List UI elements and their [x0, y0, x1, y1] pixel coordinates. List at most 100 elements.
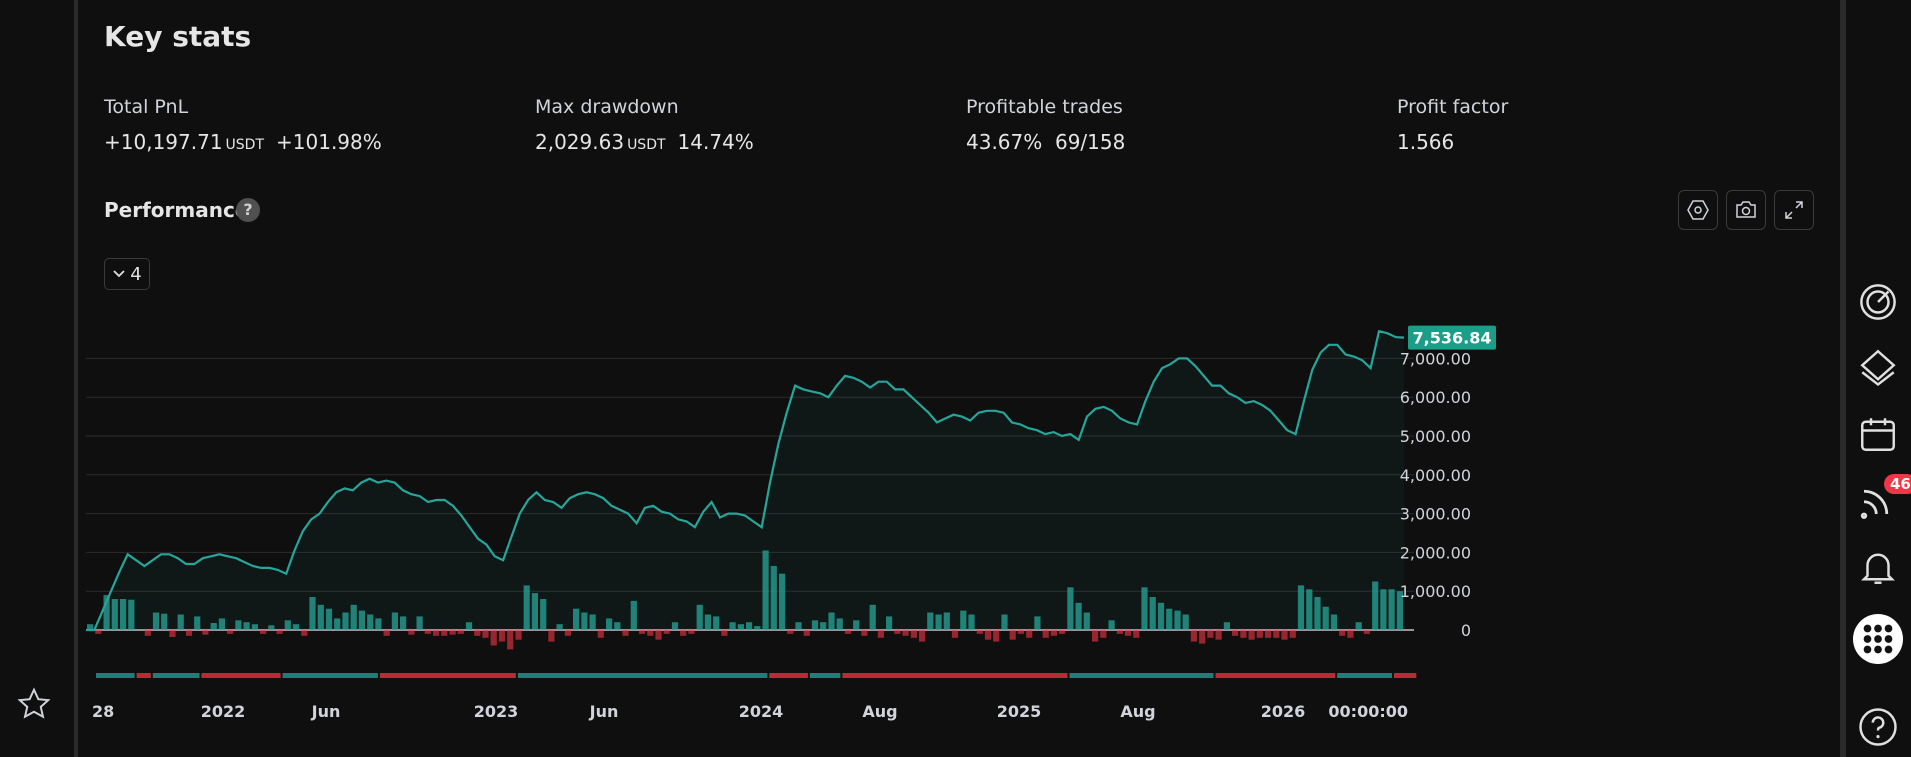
trade-bar [951, 630, 959, 638]
trade-bar [449, 630, 456, 635]
performance-chart[interactable]: 0 1,000.00 2,000.00 3,000.00 4,000.00 5,000.0… [78, 250, 1840, 730]
trade-bar [976, 630, 983, 634]
trade-bar [358, 610, 365, 630]
trade-bar [1092, 630, 1099, 642]
trade-bar [1380, 589, 1387, 630]
trade-bar [1182, 614, 1189, 630]
y-tick-label: 4,000.00 [1400, 466, 1471, 485]
trade-bar [383, 630, 390, 636]
chevron-down-icon [113, 270, 125, 278]
trade-bar [1075, 602, 1082, 630]
x-tick-label: 2024 [739, 702, 784, 721]
trade-bar [836, 618, 843, 630]
trade-bar [1248, 630, 1255, 640]
period-segment [201, 673, 281, 678]
trade-bar [251, 624, 258, 630]
trade-bar [721, 630, 728, 636]
trade-bar [350, 604, 357, 630]
trade-bar [474, 630, 481, 636]
trade-bar [886, 616, 893, 630]
trade-bar [301, 630, 308, 636]
y-tick-label: 7,000.00 [1400, 349, 1471, 368]
trade-bar [268, 625, 275, 630]
bell-icon[interactable] [1856, 545, 1900, 589]
trade-bar [589, 614, 596, 630]
chart-settings-button[interactable] [1678, 190, 1718, 230]
stat-total-pnl: Total PnL +10,197.71 USDT +101.98% [104, 96, 382, 154]
trade-bar [910, 630, 917, 638]
trade-bar [655, 630, 662, 640]
trade-bar [235, 620, 242, 630]
x-tick-label: 28 [92, 702, 114, 721]
trade-bar [309, 597, 316, 630]
collapse-series-button[interactable]: 4 [104, 258, 150, 290]
trade-bar [556, 624, 563, 630]
period-segment [1337, 673, 1392, 678]
screenshot-button[interactable] [1726, 190, 1766, 230]
trade-bar [1372, 581, 1379, 630]
calendar-icon[interactable] [1856, 412, 1900, 456]
trade-bar [1388, 589, 1395, 630]
favorite-star-icon[interactable] [16, 686, 52, 722]
trade-bar [1355, 622, 1362, 630]
trade-bar [1017, 630, 1024, 634]
period-segment [1215, 673, 1336, 678]
trade-bar [548, 630, 555, 642]
apps-grid-icon[interactable] [1853, 614, 1903, 664]
trade-bar [1232, 630, 1239, 636]
max-drawdown-value: 2,029.63 [535, 130, 625, 154]
trade-bar [704, 614, 711, 630]
x-tick-label: Aug [1120, 702, 1155, 721]
trade-bar [1273, 630, 1280, 638]
trade-bar [762, 550, 769, 630]
trade-bar [243, 622, 250, 630]
trade-bar [688, 630, 695, 634]
trade-bar [902, 630, 909, 636]
trade-bar [1396, 591, 1403, 630]
line-layer [86, 329, 1405, 632]
layers-icon[interactable] [1856, 345, 1900, 389]
period-segment [136, 673, 151, 678]
y-tick-label: 3,000.00 [1400, 505, 1471, 524]
help-circle-icon[interactable] [1856, 705, 1900, 749]
trade-bar [1215, 630, 1222, 640]
trade-bar [1124, 630, 1132, 636]
trade-bar [770, 566, 777, 630]
trade-bar [457, 630, 464, 634]
trade-bar [713, 616, 720, 630]
period-segment [1394, 673, 1417, 678]
trade-bar [1116, 630, 1123, 634]
trade-bar [581, 612, 588, 630]
unit-label: USDT [627, 137, 666, 153]
equity-area [86, 331, 1404, 630]
trade-bar [1067, 587, 1074, 630]
trade-bar [877, 630, 884, 638]
left-divider [74, 0, 78, 757]
trade-bar [424, 630, 431, 634]
trade-bar [540, 599, 547, 630]
trade-bar [680, 630, 687, 636]
trade-bar [515, 630, 522, 640]
trade-bar [573, 608, 580, 630]
target-icon[interactable] [1856, 280, 1900, 324]
total-pnl-percent: +101.98% [276, 130, 382, 154]
fullscreen-button[interactable] [1774, 190, 1814, 230]
trade-bar [1330, 614, 1338, 630]
feed-icon[interactable] [1856, 478, 1900, 522]
trade-bar [737, 624, 744, 630]
trade-bar [1083, 612, 1090, 630]
trade-bar [1240, 630, 1247, 638]
trade-bar [729, 622, 736, 630]
fullscreen-icon [1785, 201, 1803, 219]
trade-bar [795, 622, 802, 630]
help-icon[interactable]: ? [236, 198, 260, 222]
trade-bar [400, 616, 407, 630]
trade-bar [1190, 630, 1197, 642]
trade-bar [161, 613, 168, 630]
trade-bar [391, 612, 398, 630]
stat-value: 2,029.63 USDT 14.74% [535, 130, 754, 154]
trade-bar [1059, 630, 1066, 634]
trade-bar [1347, 630, 1354, 638]
trade-bar [746, 622, 753, 630]
trade-bar [260, 630, 267, 634]
